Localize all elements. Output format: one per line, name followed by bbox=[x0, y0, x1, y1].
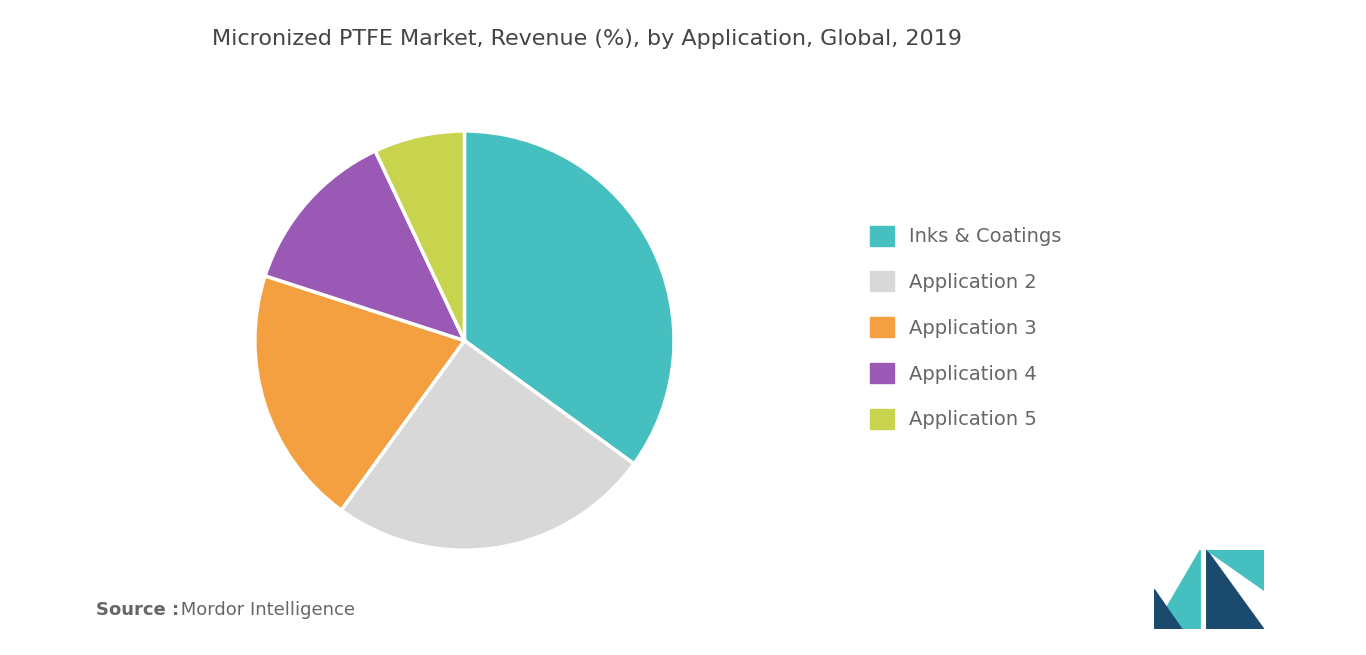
Polygon shape bbox=[1154, 550, 1201, 629]
Text: Source :: Source : bbox=[96, 601, 179, 619]
Text: Micronized PTFE Market, Revenue (%), by Application, Global, 2019: Micronized PTFE Market, Revenue (%), by … bbox=[212, 29, 963, 50]
Wedge shape bbox=[342, 341, 634, 550]
Wedge shape bbox=[464, 131, 673, 464]
Polygon shape bbox=[1206, 550, 1264, 629]
Legend: Inks & Coatings, Application 2, Application 3, Application 4, Application 5: Inks & Coatings, Application 2, Applicat… bbox=[870, 225, 1061, 430]
Polygon shape bbox=[1154, 590, 1182, 629]
Wedge shape bbox=[255, 276, 464, 510]
Wedge shape bbox=[376, 131, 464, 341]
Polygon shape bbox=[1206, 550, 1264, 590]
Text: Mordor Intelligence: Mordor Intelligence bbox=[175, 601, 355, 619]
Wedge shape bbox=[265, 151, 464, 341]
